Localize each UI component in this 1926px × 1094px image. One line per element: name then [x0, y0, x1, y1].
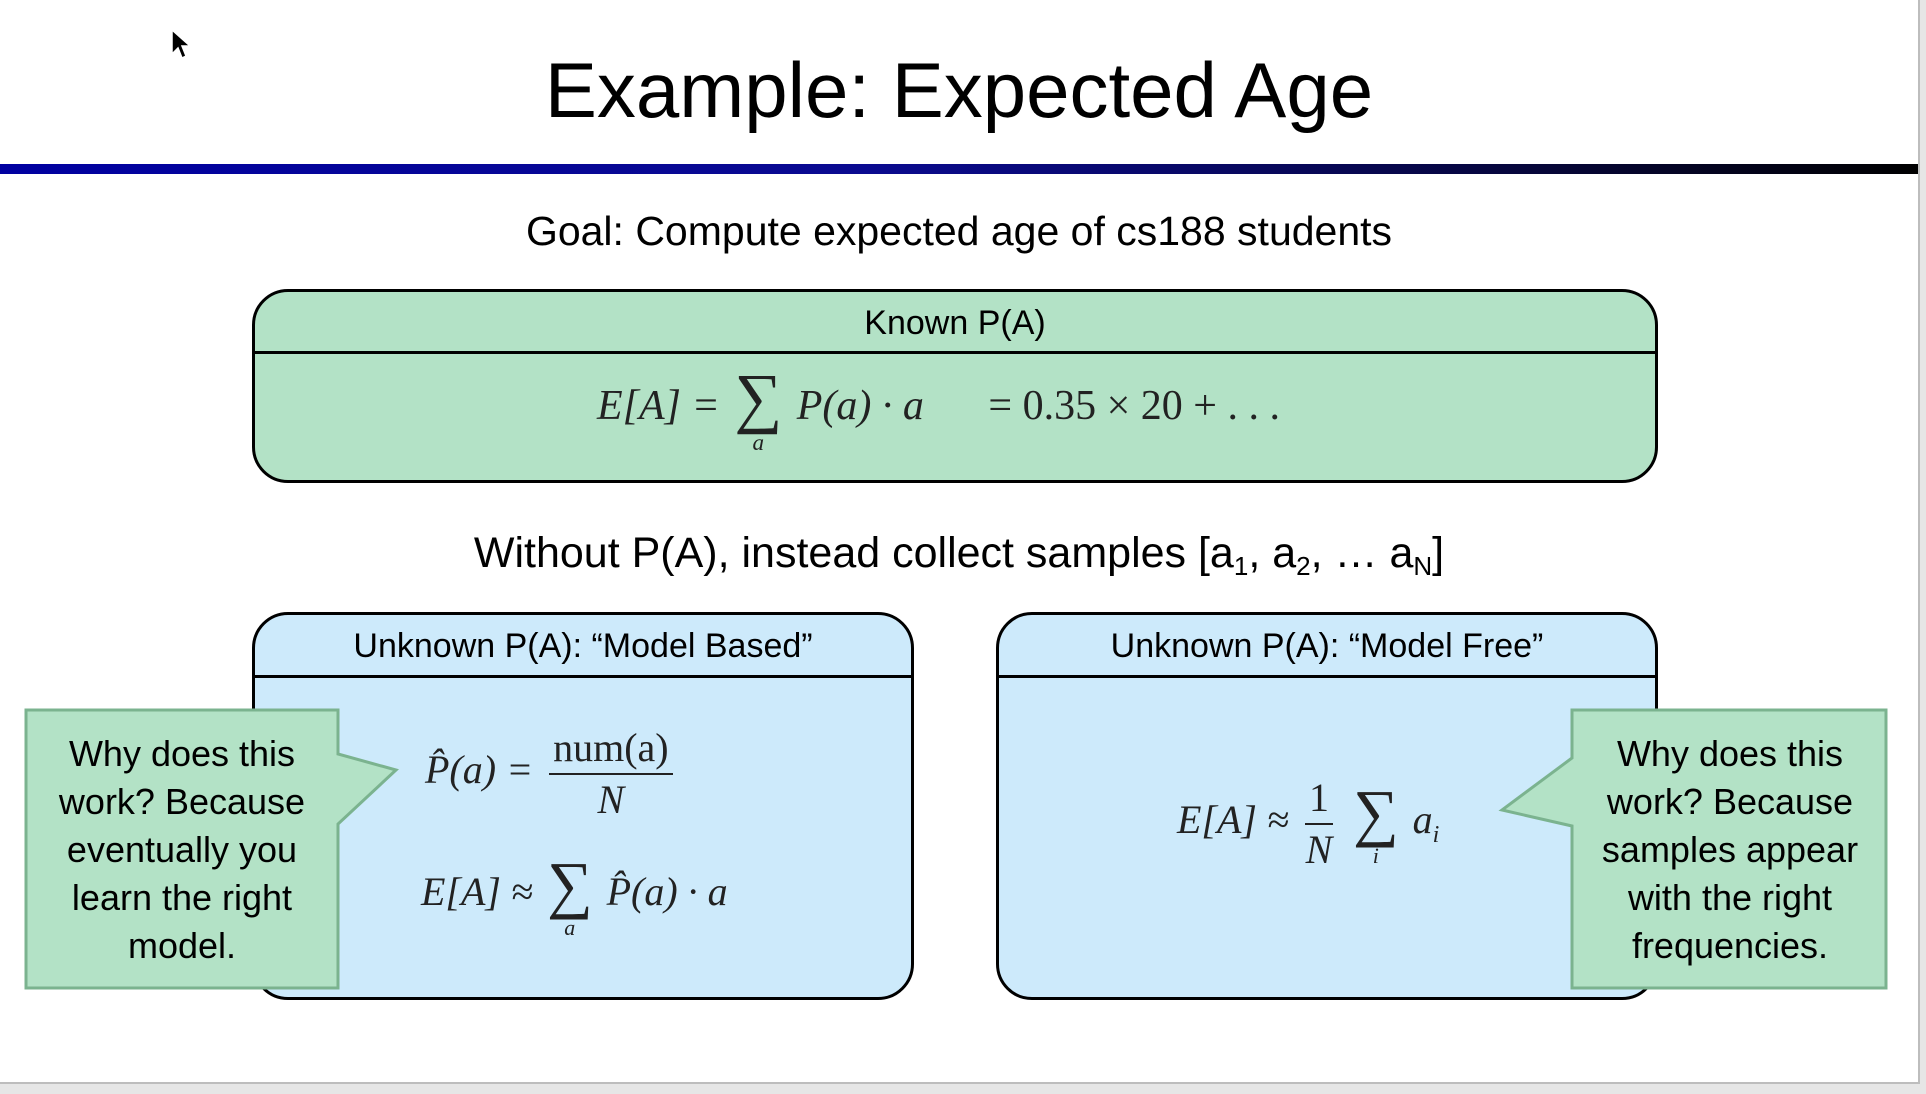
summation-symbol: ∑ a [734, 360, 783, 456]
callout-shape [1498, 708, 1888, 990]
phat-fraction: num(a) N [549, 725, 673, 823]
formula-body: P(a) · a [796, 382, 924, 429]
callout-shape [24, 708, 399, 990]
summation-symbol: ∑ a [546, 849, 593, 940]
known-box-header: Known P(A) [255, 292, 1655, 354]
summation-symbol: ∑ i [1352, 777, 1399, 868]
goal-text: Goal: Compute expected age of cs188 stud… [525, 208, 1393, 254]
known-expectation-formula: E[A] = ∑ a P(a) · a = 0.35 × 20 + . . . [597, 364, 1280, 454]
one-over-n-fraction: 1 N [1304, 775, 1333, 872]
slide-title: Example: Expected Age [544, 46, 1374, 134]
samples-text: Without P(A), instead collect samples [a… [473, 529, 1445, 581]
model-based-header: Unknown P(A): “Model Based” [255, 615, 911, 678]
known-distribution-box: Known P(A) E[A] = ∑ a P(a) · a = 0.35 × … [252, 289, 1658, 483]
mouse-pointer-icon [171, 28, 192, 60]
model-based-box: Unknown P(A): “Model Based” P̂(a) = num(… [252, 612, 914, 1000]
model-free-expectation-formula: E[A] ≈ 1 N ∑ i ai [1177, 775, 1440, 872]
title-divider [0, 164, 1918, 174]
callout-text: Why does this work? Because samples appe… [1601, 733, 1859, 966]
formula-lhs: E[A] = [597, 382, 720, 429]
formula-rhs: = 0.35 × 20 + . . . [988, 382, 1280, 429]
callout-text: Why does this work? Because eventually y… [58, 733, 306, 966]
phat-formula: P̂(a) = num(a) N [425, 725, 679, 823]
model-free-callout: Why does this work? Because samples appe… [1498, 708, 1888, 990]
model-based-callout: Why does this work? Because eventually y… [24, 708, 400, 990]
model-free-header: Unknown P(A): “Model Free” [999, 615, 1655, 678]
model-based-expectation-formula: E[A] ≈ ∑ a P̂(a) · a [421, 849, 728, 940]
